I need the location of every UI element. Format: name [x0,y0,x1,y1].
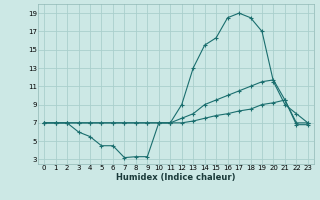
X-axis label: Humidex (Indice chaleur): Humidex (Indice chaleur) [116,173,236,182]
